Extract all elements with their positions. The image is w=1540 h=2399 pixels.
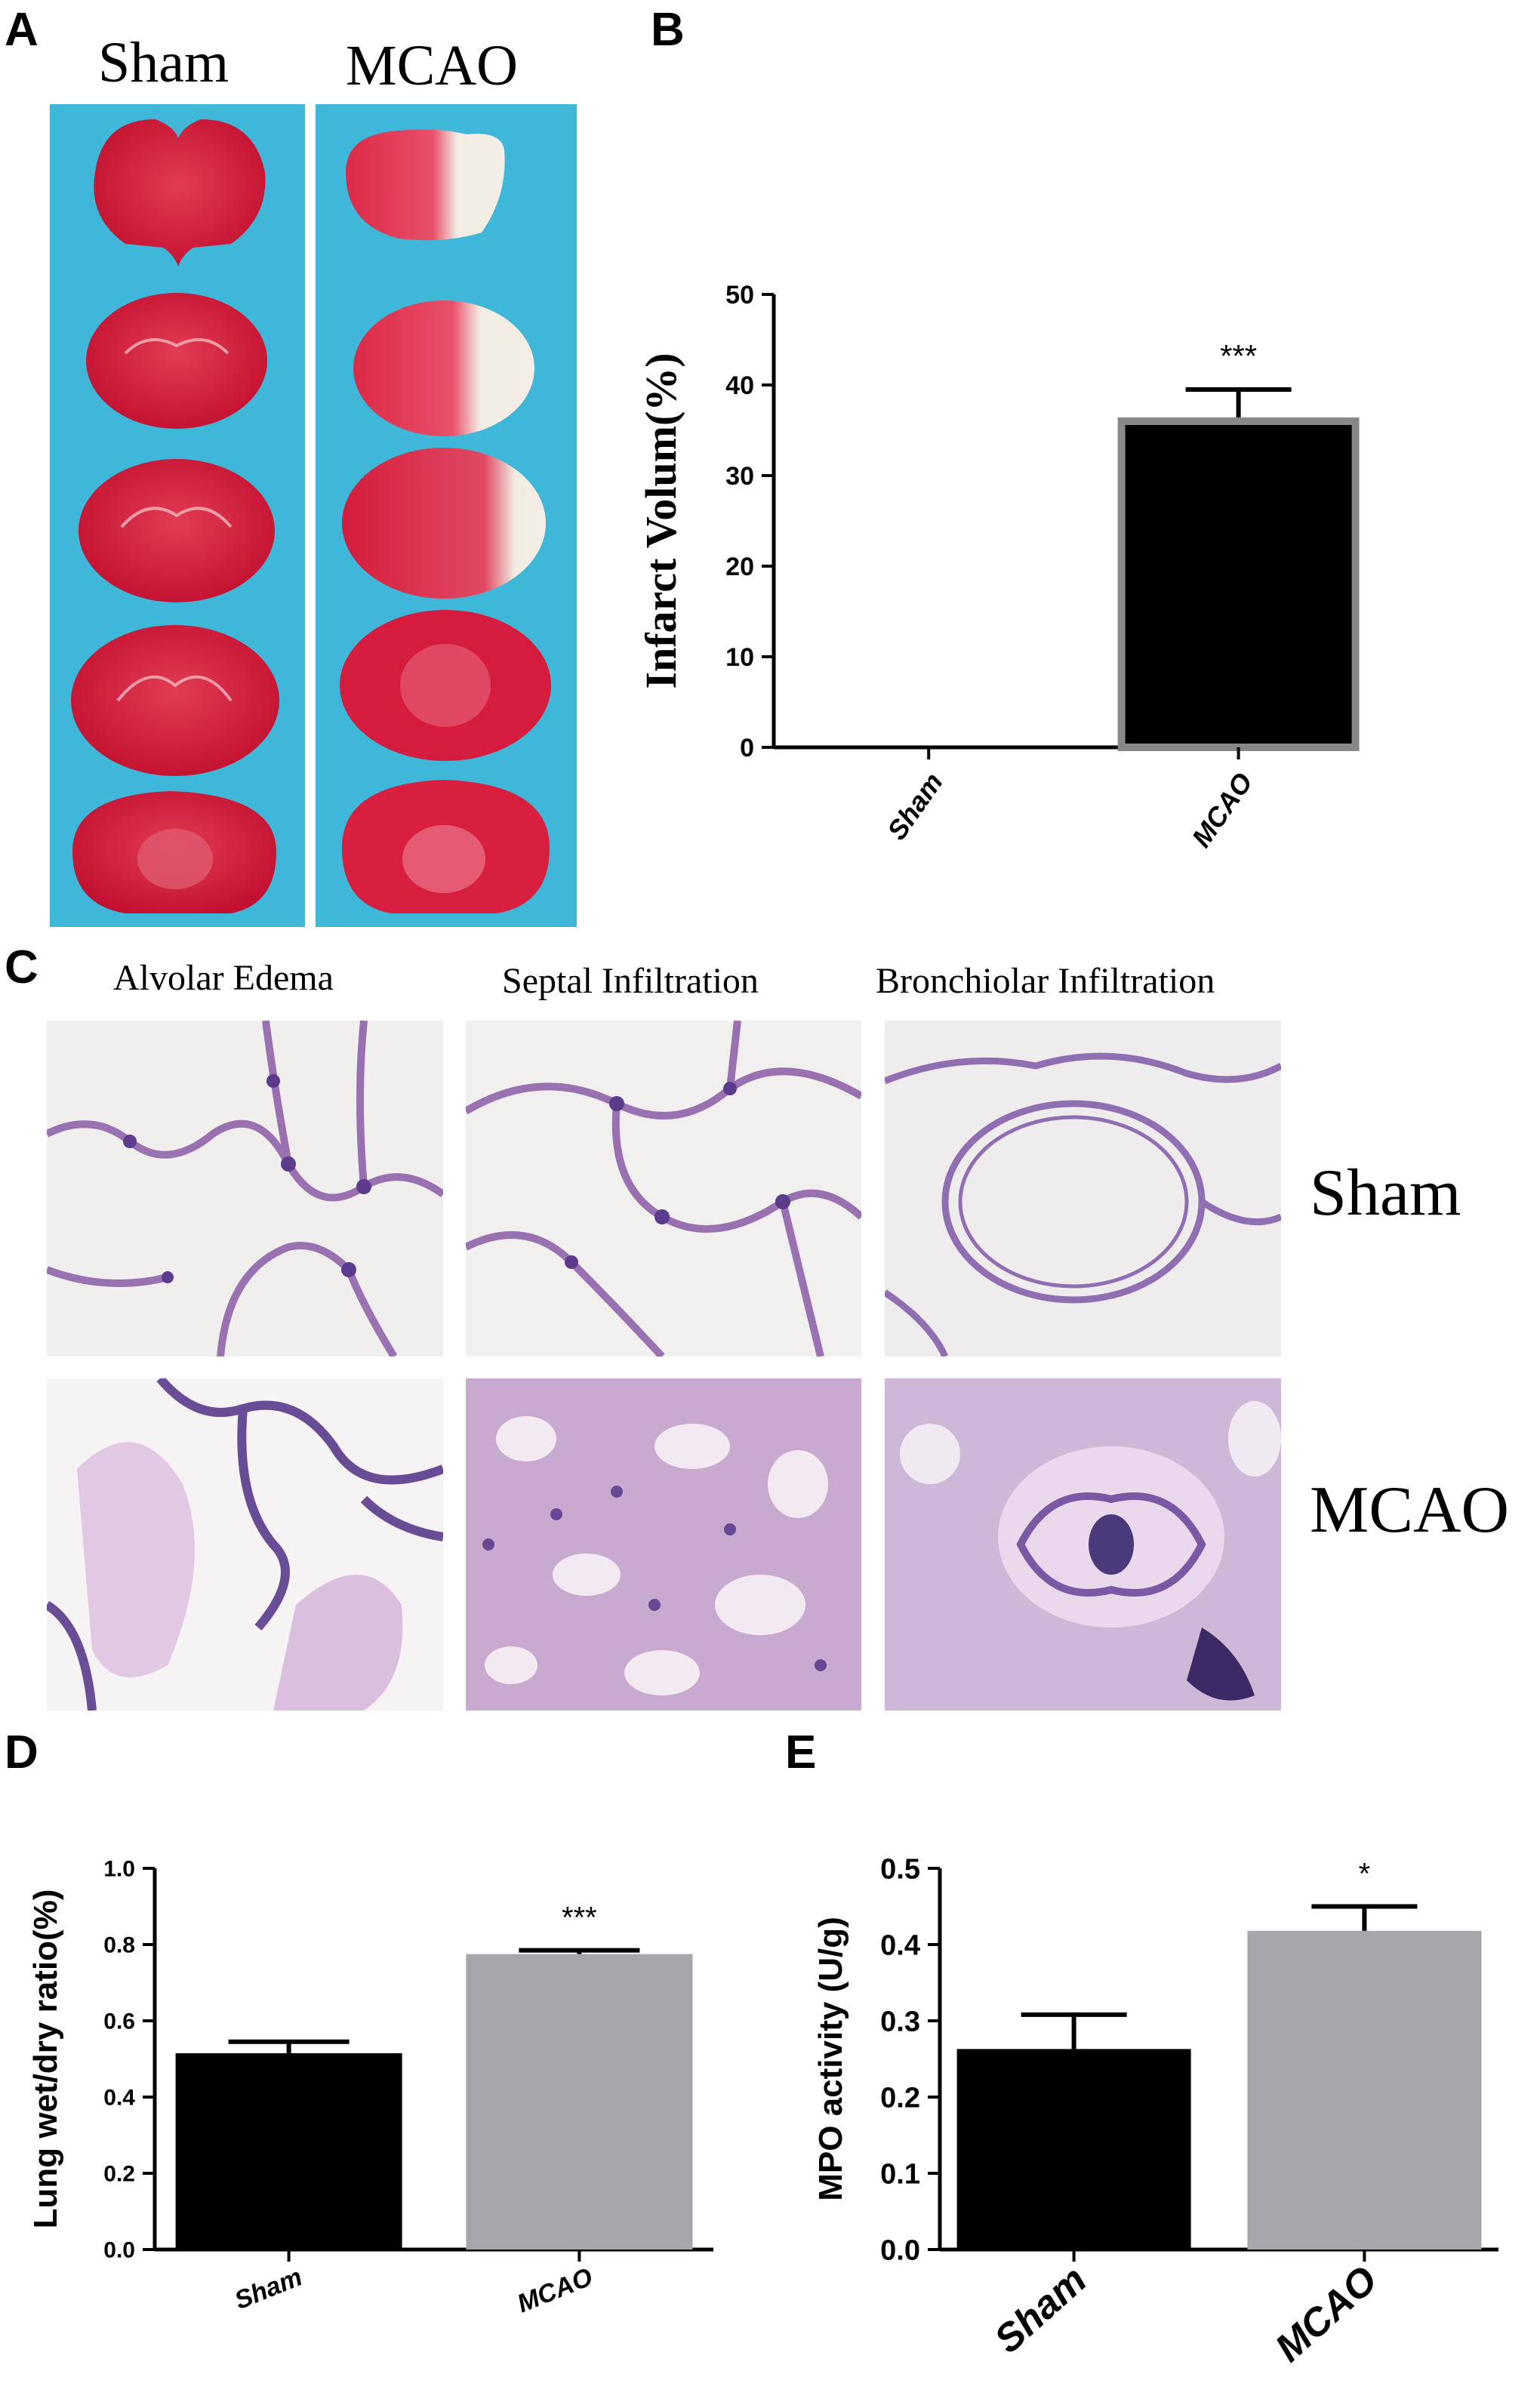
panel-c-col-label-alveolar-edema: Alvolar Edema <box>113 958 334 998</box>
chart-d-significance-mcao: *** <box>562 1902 597 1935</box>
panel-a-label-sham: Sham <box>98 31 229 94</box>
chart-b-bar-mcao <box>1117 417 1360 751</box>
chart-b-y-axis-label: Infarct Volum(%) <box>636 353 685 688</box>
panel-letter-e: E <box>785 1726 817 1778</box>
chart-d-x-tick-label-mcao: MCAO <box>513 2262 597 2318</box>
chart-e-mpo-activity: 0.0 0.1 0.2 0.3 0.4 0.5 MPO activity (U/g) Sham… <box>812 1853 1498 2370</box>
chart-e-y-tick-label: 0.3 <box>880 2006 920 2037</box>
sham-brain-slices-photo <box>50 104 305 927</box>
chart-e-bar-mcao <box>1247 1930 1482 2250</box>
chart-b-x-tick-label-sham: Sham <box>881 767 949 845</box>
chart-b-infarct-volume: 0 10 20 30 40 50 Infarct Volum(%) Sham *** MCAO <box>636 281 1360 853</box>
chart-e-x-tick-label-mcao: MCAO <box>1267 2258 1386 2370</box>
histology-sham-bronchiolar-infiltration <box>885 1021 1281 1357</box>
chart-e-y-tick-label: 0.0 <box>880 2234 920 2266</box>
chart-e-y-tick-label: 0.5 <box>880 1853 920 1885</box>
histology-sham-alveolar-edema <box>47 1021 443 1357</box>
panel-c-row-label-mcao: MCAO <box>1310 1474 1510 1547</box>
chart-d-y-tick-label: 0.6 <box>103 2009 135 2034</box>
chart-d-y-axis-label: Lung wet/dry ratio(%) <box>27 1889 64 2229</box>
panel-letter-d: D <box>5 1726 38 1778</box>
chart-d-y-tick-label: 0.8 <box>103 1933 135 1958</box>
chart-d-y-tick-label: 0.0 <box>103 2238 135 2263</box>
chart-b-y-tick-label: 0 <box>740 734 754 762</box>
chart-b-x-tick-label-mcao: MCAO <box>1185 767 1258 853</box>
chart-d-y-tick-label: 0.2 <box>103 2162 135 2187</box>
mcao-brain-slices-photo <box>316 104 577 927</box>
chart-b-significance-mcao: *** <box>1220 338 1257 374</box>
panel-c-col-label-septal-infiltration: Septal Infiltration <box>502 961 759 1001</box>
panel-c-row-label-sham: Sham <box>1310 1156 1461 1230</box>
chart-e-x-tick-label-sham: Sham <box>987 2258 1095 2362</box>
chart-b-y-tick-label: 10 <box>725 643 754 672</box>
chart-b-y-tick-label: 30 <box>725 462 754 491</box>
panel-letter-b: B <box>651 4 685 56</box>
histology-mcao-septal-infiltration <box>466 1378 861 1711</box>
panel-c-col-label-bronchiolar-infiltration: Bronchiolar Infiltration <box>876 961 1215 1001</box>
chart-e-y-tick-label: 0.4 <box>880 1929 920 1961</box>
chart-b-y-tick-label: 50 <box>725 281 754 309</box>
chart-d-bar-sham <box>175 2053 402 2250</box>
chart-d-y-tick-label: 1.0 <box>103 1857 135 1882</box>
histology-mcao-bronchiolar-infiltration <box>885 1378 1281 1711</box>
chart-d-bar-mcao <box>466 1954 693 2250</box>
chart-b-y-tick-label: 40 <box>725 371 754 400</box>
panel-letter-c: C <box>5 941 38 993</box>
chart-d-x-tick-label-sham: Sham <box>231 2262 306 2315</box>
panel-letter-a: A <box>5 4 38 56</box>
histology-sham-septal-infiltration <box>466 1021 861 1357</box>
chart-e-y-tick-label: 0.2 <box>880 2082 920 2114</box>
chart-e-significance-mcao: * <box>1359 1858 1371 1891</box>
chart-e-bar-sham <box>956 2049 1191 2250</box>
histology-mcao-alveolar-edema <box>47 1378 443 1711</box>
chart-b-y-tick-label: 20 <box>725 553 754 581</box>
chart-d-lung-wet-dry-ratio: 0.0 0.2 0.4 0.6 0.8 1.0 Lung wet/dry ratio(%) S… <box>27 1857 713 2318</box>
chart-d-y-tick-label: 0.4 <box>103 2086 135 2111</box>
chart-e-y-tick-label: 0.1 <box>880 2158 920 2190</box>
chart-e-y-axis-label: MPO activity (U/g) <box>812 1917 849 2201</box>
panel-a-label-mcao: MCAO <box>346 34 519 97</box>
